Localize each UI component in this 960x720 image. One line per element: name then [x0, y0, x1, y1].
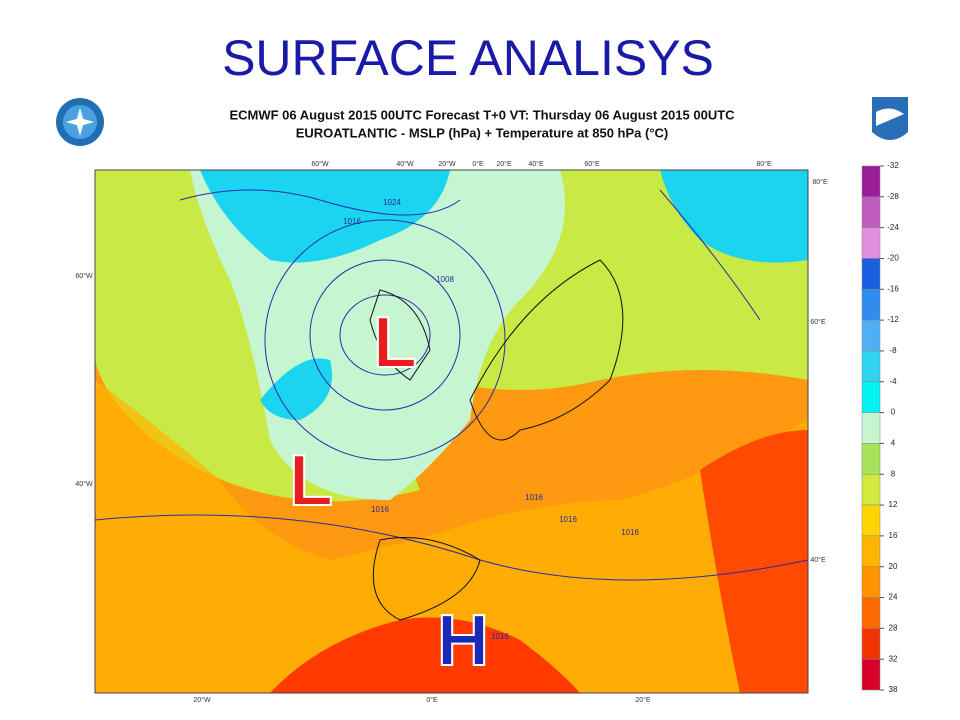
isobar-label: 1024: [383, 198, 401, 207]
isobar-label: 1016: [343, 217, 361, 226]
coordinate-label: 60°W: [75, 272, 93, 280]
colorbar-band: [861, 381, 881, 413]
colorbar-label: 20: [889, 562, 898, 571]
colorbar-band: [861, 535, 881, 567]
coordinate-label: 40°E: [810, 556, 826, 564]
logo-left: [56, 98, 104, 146]
colorbar-band: [861, 350, 881, 383]
isobar-label: 1016: [559, 515, 577, 524]
colorbar-band: [861, 628, 881, 660]
coordinate-label: 40°W: [396, 160, 414, 168]
colorbar-band: [861, 319, 881, 352]
isobar-label: 1008: [436, 275, 454, 284]
colorbar-label: -28: [887, 192, 899, 201]
colorbar-label: 24: [889, 593, 898, 602]
colorbar-label: -20: [887, 254, 899, 263]
coordinate-label: 80°E: [756, 160, 772, 168]
map: [94, 169, 809, 694]
coordinate-label: 60°E: [810, 318, 826, 326]
slide-title: SURFACE ANALISYS: [222, 30, 714, 86]
map-header: EUROATLANTIC - MSLP (hPa) + Temperature …: [296, 125, 669, 140]
colorbar-band: [861, 258, 881, 290]
colorbar-label: 12: [889, 500, 898, 509]
map-header: ECMWF 06 August 2015 00UTC Forecast T+0 …: [229, 107, 735, 122]
colorbar-label: -16: [887, 284, 899, 293]
coordinate-label: 40°W: [75, 480, 93, 488]
colorbar-label: 8: [891, 469, 896, 478]
colorbar-band: [861, 412, 881, 444]
coordinate-label: 0°E: [426, 696, 438, 704]
high-pressure: H: [437, 601, 489, 681]
colorbar-label: 0: [891, 408, 896, 417]
colorbar-label: -32: [887, 161, 899, 170]
coordinate-label: 40°E: [528, 160, 544, 168]
colorbar-label: 38: [889, 685, 898, 694]
colorbar-label: -12: [887, 315, 899, 324]
colorbar-band: [861, 443, 881, 475]
isobar-label: 1016: [525, 493, 543, 502]
colorbar-band: [861, 227, 881, 259]
colorbar-band: [861, 289, 881, 321]
low-pressure: L: [289, 441, 333, 521]
colorbar-band: [861, 165, 881, 198]
colorbar-label: 28: [889, 623, 898, 632]
isobar-label: 1016: [491, 632, 509, 641]
colorbar-label: 32: [889, 654, 898, 663]
colorbar-label: -24: [887, 223, 899, 232]
colorbar-band: [861, 597, 881, 629]
colorbar-band: [861, 504, 881, 537]
colorbar-label: 16: [889, 531, 898, 540]
colorbar-label: -8: [889, 346, 897, 355]
coordinate-label: 20°W: [193, 696, 211, 704]
logo-right: [872, 97, 908, 140]
colorbar-band: [861, 658, 881, 691]
coordinate-label: 0°E: [472, 160, 484, 168]
colorbar-band: [861, 196, 881, 228]
coordinate-label: 20°W: [438, 160, 456, 168]
colorbar-label: -4: [889, 377, 897, 386]
coordinate-label: 60°W: [311, 160, 329, 168]
isobar-label: 1016: [621, 528, 639, 537]
coordinate-label: 80°E: [812, 178, 828, 186]
isobar-label: 1016: [371, 505, 389, 514]
colorbar-band: [861, 473, 881, 506]
coordinate-label: 60°E: [584, 160, 600, 168]
low-pressure: L: [373, 303, 417, 383]
coordinate-label: 20°E: [635, 696, 651, 704]
colorbar-band: [861, 566, 881, 598]
coordinate-label: 20°E: [496, 160, 512, 168]
colorbar-label: 4: [891, 439, 896, 448]
